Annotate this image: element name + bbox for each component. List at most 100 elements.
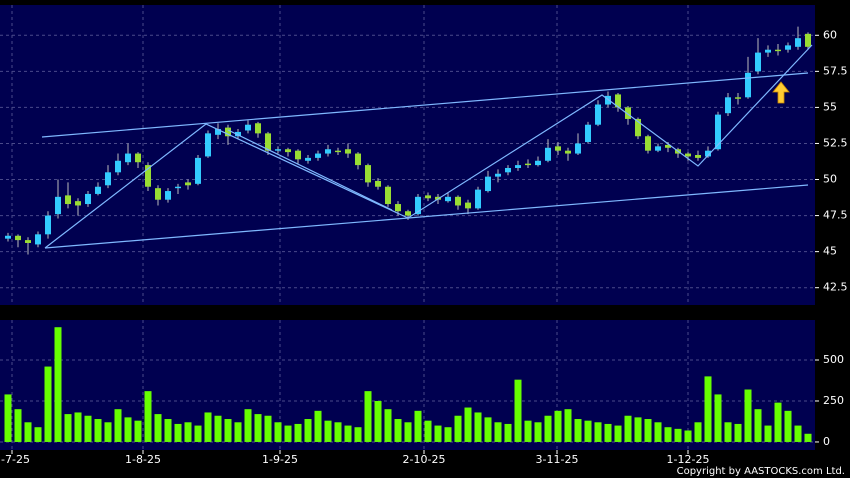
candle-body <box>225 127 231 137</box>
volume-bar <box>634 417 642 442</box>
volume-bar <box>344 425 352 442</box>
volume-bar <box>14 409 22 442</box>
volume-bar <box>384 409 392 442</box>
y-tick-label: 52.5 <box>823 136 848 149</box>
candle-body <box>195 157 201 184</box>
candle-body <box>715 114 721 150</box>
candle-body <box>325 149 331 154</box>
volume-bar <box>144 391 152 442</box>
candle-body <box>805 33 811 47</box>
candle-body <box>355 153 361 166</box>
volume-bar <box>484 417 492 442</box>
price-layer: 42.5 45 47.5 50 52.5 55 57.5 60 <box>0 5 848 305</box>
candle-body <box>575 143 581 154</box>
volume-bar <box>74 412 82 442</box>
candle-body <box>115 160 121 173</box>
candle-body <box>505 167 511 173</box>
volume-bar <box>194 425 202 442</box>
volume-bar <box>54 327 62 442</box>
candle-body <box>705 150 711 157</box>
volume-bar <box>94 419 102 442</box>
volume-bar <box>534 422 542 442</box>
candle-body <box>425 195 431 199</box>
volume-bar <box>734 423 742 442</box>
volume-bar <box>784 410 792 442</box>
volume-bar <box>654 422 662 442</box>
candle-body <box>555 146 561 151</box>
credit: Copyright by AASTOCKS.com Ltd. <box>677 466 845 477</box>
volume-bar <box>764 425 772 442</box>
candle-body <box>45 215 51 235</box>
candle-body <box>655 146 661 151</box>
candle-body <box>545 147 551 161</box>
volume-bar <box>544 415 552 442</box>
candle-body <box>255 123 261 134</box>
volume-bar <box>554 410 562 442</box>
candle-body <box>605 95 611 105</box>
volume-bar <box>464 407 472 442</box>
candle-body <box>125 153 131 163</box>
candle-body <box>25 240 31 243</box>
volume-bar <box>154 414 162 442</box>
volume-bar <box>284 425 292 442</box>
volume-bar <box>624 415 632 442</box>
candle-body <box>145 165 151 187</box>
volume-bar <box>504 423 512 442</box>
candle-body <box>535 160 541 166</box>
x-tick-label: 1-7-25 <box>0 453 30 466</box>
candle-body <box>135 153 141 163</box>
volume-bar <box>264 415 272 442</box>
channel-lower <box>44 184 809 249</box>
candle-body <box>665 144 671 148</box>
volume-bar <box>664 427 672 442</box>
candle-body <box>445 196 451 202</box>
candle-body <box>215 129 221 135</box>
volume-bar <box>704 376 712 442</box>
volume-bar <box>4 394 12 442</box>
candle-body <box>105 172 111 186</box>
volume-bar <box>804 433 812 442</box>
volume-bar <box>64 414 72 442</box>
volume-bar <box>594 422 602 442</box>
candle-body <box>245 124 251 131</box>
candle-body <box>415 196 421 215</box>
candle-body <box>155 188 161 200</box>
volume-bar <box>124 417 132 442</box>
candle-body <box>475 189 481 209</box>
y-tick-label: 60 <box>823 28 837 41</box>
candle-body <box>295 150 301 160</box>
y-tick-label: 0 <box>823 435 830 448</box>
candle-body <box>585 124 591 143</box>
y-tick-label: 250 <box>823 394 844 407</box>
candle-body <box>485 176 491 192</box>
volume-bar <box>674 428 682 442</box>
candle-body <box>365 165 371 183</box>
candle-body <box>385 186 391 205</box>
volume-bar <box>34 427 42 442</box>
candle-body <box>515 165 521 168</box>
volume-bar <box>524 420 532 442</box>
candle-body <box>765 49 771 53</box>
volume-bar <box>684 430 692 442</box>
candle-body <box>615 94 621 108</box>
volume-layer: 0 250 500 1-7-25 1-8-25 1-9-25 2-10-25 3-11-25 1… <box>0 320 844 466</box>
volume-bar <box>244 409 252 442</box>
volume-bar <box>274 422 282 442</box>
candle-body <box>175 186 181 189</box>
candle-body <box>725 97 731 114</box>
x-tick-label: 3-11-25 <box>536 453 579 466</box>
x-tick-label: 1-8-25 <box>125 453 161 466</box>
volume-bar <box>694 422 702 442</box>
candle-body <box>95 186 101 194</box>
arrow-icon <box>772 81 790 104</box>
candle-body <box>755 52 761 72</box>
volume-bar <box>614 425 622 442</box>
candle-body <box>455 196 461 206</box>
volume-bar <box>494 422 502 442</box>
volume-bar <box>414 410 422 442</box>
y-tick-label: 50 <box>823 173 837 186</box>
volume-bar <box>794 425 802 442</box>
candle-body <box>405 211 411 216</box>
volume-bar <box>474 412 482 442</box>
volume-bar <box>424 420 432 442</box>
